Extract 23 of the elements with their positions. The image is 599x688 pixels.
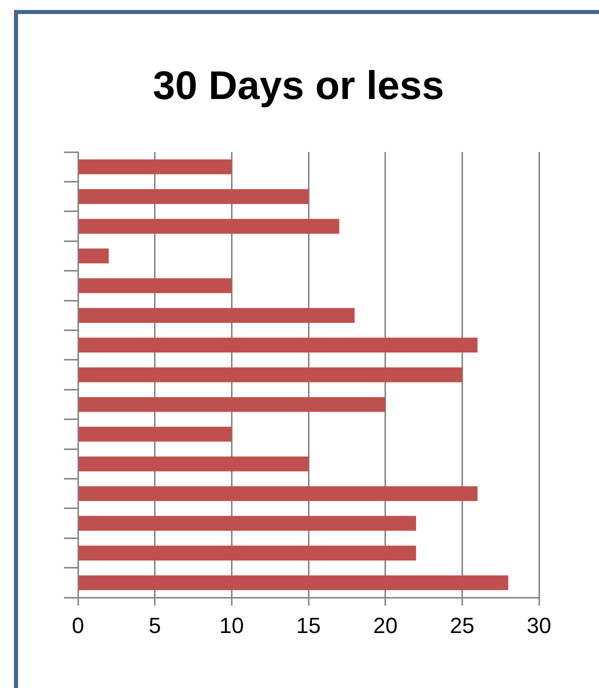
x-tick-label: 30 [526, 612, 552, 638]
x-tick-label: 25 [450, 612, 474, 638]
bar [78, 367, 462, 382]
bar [78, 397, 386, 412]
bar [78, 248, 109, 264]
bar [78, 546, 416, 560]
x-tick-label: 15 [296, 612, 321, 638]
bar [78, 426, 232, 442]
bar [78, 575, 508, 590]
bar [78, 516, 416, 531]
x-tick-label: 20 [373, 612, 398, 638]
x-tick-label: 5 [148, 612, 161, 638]
bar [78, 308, 355, 323]
bar [78, 218, 340, 234]
chart-title: 30 Days or less [152, 64, 444, 108]
bar [78, 189, 308, 204]
x-tick-label: 10 [219, 612, 244, 638]
bar [78, 456, 308, 472]
bar [78, 486, 478, 502]
bar [78, 278, 232, 294]
x-tick-label: 0 [72, 612, 84, 638]
bar [78, 338, 478, 353]
bar [78, 159, 232, 174]
